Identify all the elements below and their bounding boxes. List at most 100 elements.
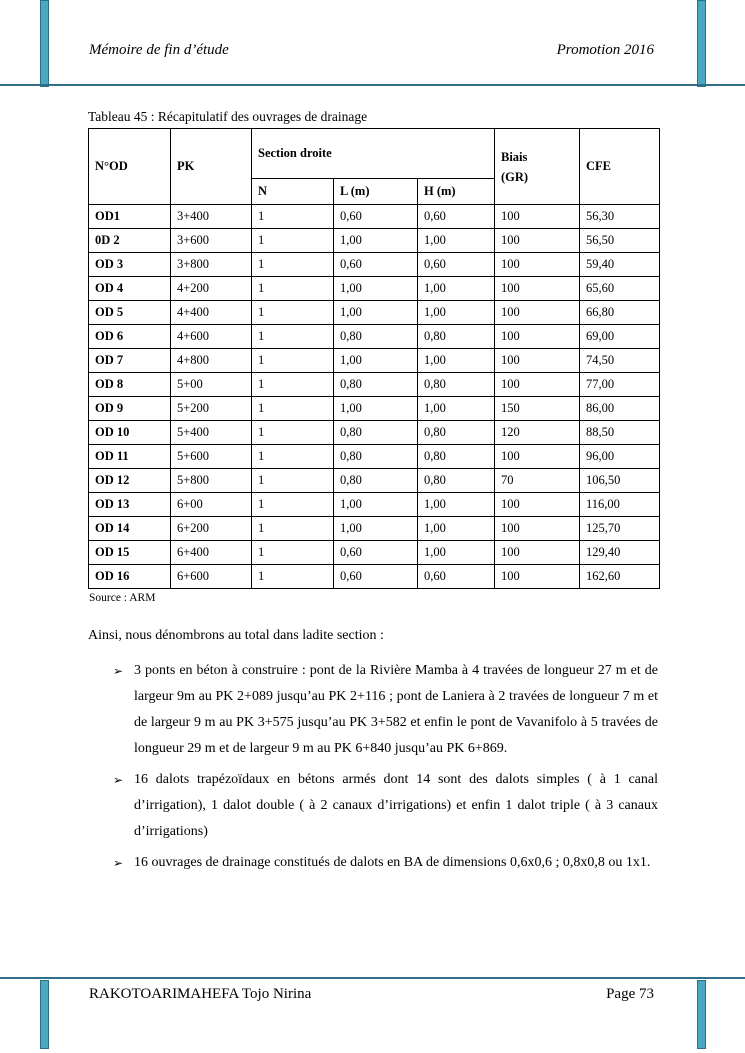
cell-nod: OD 14: [88, 516, 171, 541]
footer-author: RAKOTOARIMAHEFA Tojo Nirina: [89, 986, 312, 1002]
page-header: Mémoire de fin d’étude Promotion 2016: [89, 42, 654, 59]
cell-h: 1,00: [417, 276, 495, 301]
table-row: OD 11 5+600 1 0,80 0,80 100 96,00: [88, 444, 660, 469]
cell-n: 1: [251, 276, 334, 301]
cell-h: 0,80: [417, 444, 495, 469]
cell-l: 0,60: [333, 564, 418, 589]
cell-biais: 100: [494, 252, 580, 277]
cell-cfe: 106,50: [579, 468, 660, 493]
cell-l: 1,00: [333, 276, 418, 301]
cell-pk: 4+600: [170, 324, 252, 349]
cell-n: 1: [251, 516, 334, 541]
cell-pk: 3+800: [170, 252, 252, 277]
cell-n: 1: [251, 252, 334, 277]
cell-pk: 6+400: [170, 540, 252, 565]
cell-nod: OD 10: [88, 420, 171, 445]
cell-pk: 5+400: [170, 420, 252, 445]
cell-n: 1: [251, 396, 334, 421]
cell-h: 0,80: [417, 372, 495, 397]
cell-h: 0,80: [417, 324, 495, 349]
cell-biais: 100: [494, 324, 580, 349]
cell-nod: OD 6: [88, 324, 171, 349]
drainage-table: N°OD PK Section droite Biais (GR) CFE N …: [88, 128, 660, 589]
cell-biais: 70: [494, 468, 580, 493]
cell-biais: 100: [494, 204, 580, 229]
accent-bar-top-left: [40, 0, 49, 87]
cell-biais: 100: [494, 444, 580, 469]
cell-nod: OD 12: [88, 468, 171, 493]
cell-pk: 3+400: [170, 204, 252, 229]
cell-l: 0,80: [333, 420, 418, 445]
cell-pk: 5+600: [170, 444, 252, 469]
cell-l: 1,00: [333, 516, 418, 541]
cell-nod: OD 7: [88, 348, 171, 373]
cell-n: 1: [251, 348, 334, 373]
cell-h: 1,00: [417, 540, 495, 565]
cell-biais: 100: [494, 540, 580, 565]
cell-h: 1,00: [417, 228, 495, 253]
cell-l: 0,80: [333, 372, 418, 397]
table-row: OD 15 6+400 1 0,60 1,00 100 129,40: [88, 540, 660, 565]
arrow-bullet-icon: ➢: [113, 856, 124, 870]
cell-l: 0,80: [333, 324, 418, 349]
table-row: OD 4 4+200 1 1,00 1,00 100 65,60: [88, 276, 660, 301]
table-body: OD1 3+400 1 0,60 0,60 100 56,30 0D 2 3+6…: [88, 204, 660, 589]
cell-biais: 100: [494, 276, 580, 301]
cell-pk: 4+200: [170, 276, 252, 301]
cell-nod: OD 8: [88, 372, 171, 397]
cell-l: 1,00: [333, 300, 418, 325]
arrow-bullet-icon: ➢: [113, 664, 124, 678]
cell-biais: 100: [494, 300, 580, 325]
cell-nod: OD 11: [88, 444, 171, 469]
table-row: OD 3 3+800 1 0,60 0,60 100 59,40: [88, 252, 660, 277]
cell-pk: 6+200: [170, 516, 252, 541]
cell-l: 1,00: [333, 228, 418, 253]
cell-h: 1,00: [417, 396, 495, 421]
cell-nod: OD1: [88, 204, 171, 229]
page-footer: RAKOTOARIMAHEFA Tojo Nirina Page 73: [89, 986, 654, 1003]
cell-n: 1: [251, 540, 334, 565]
cell-cfe: 125,70: [579, 516, 660, 541]
intro-paragraph: Ainsi, nous dénombrons au total dans lad…: [88, 628, 384, 643]
list-item: ➢ 3 ponts en béton à construire : pont d…: [113, 658, 658, 762]
cell-n: 1: [251, 204, 334, 229]
col-header-h: H (m): [417, 178, 495, 205]
table-row: OD 16 6+600 1 0,60 0,60 100 162,60: [88, 564, 660, 589]
cell-l: 0,60: [333, 540, 418, 565]
col-header-cfe: CFE: [579, 128, 660, 205]
cell-l: 0,60: [333, 252, 418, 277]
cell-l: 1,00: [333, 396, 418, 421]
cell-cfe: 162,60: [579, 564, 660, 589]
cell-cfe: 77,00: [579, 372, 660, 397]
cell-n: 1: [251, 420, 334, 445]
accent-bar-top-right: [697, 0, 706, 87]
cell-cfe: 129,40: [579, 540, 660, 565]
table-header: N°OD PK Section droite Biais (GR) CFE N …: [88, 128, 660, 205]
cell-nod: 0D 2: [88, 228, 171, 253]
cell-cfe: 86,00: [579, 396, 660, 421]
table-row: OD 13 6+00 1 1,00 1,00 100 116,00: [88, 492, 660, 517]
col-header-nod: N°OD: [88, 128, 171, 205]
cell-h: 0,80: [417, 420, 495, 445]
cell-biais: 100: [494, 372, 580, 397]
cell-cfe: 88,50: [579, 420, 660, 445]
table-row: OD 9 5+200 1 1,00 1,00 150 86,00: [88, 396, 660, 421]
accent-bar-bottom-left: [40, 980, 49, 1049]
cell-biais: 120: [494, 420, 580, 445]
cell-nod: OD 4: [88, 276, 171, 301]
cell-cfe: 56,50: [579, 228, 660, 253]
cell-pk: 6+600: [170, 564, 252, 589]
cell-nod: OD 3: [88, 252, 171, 277]
header-rule: [0, 84, 745, 86]
cell-pk: 5+200: [170, 396, 252, 421]
cell-cfe: 66,80: [579, 300, 660, 325]
cell-n: 1: [251, 228, 334, 253]
cell-n: 1: [251, 300, 334, 325]
cell-biais: 100: [494, 228, 580, 253]
table-row: OD 12 5+800 1 0,80 0,80 70 106,50: [88, 468, 660, 493]
table-row: OD 7 4+800 1 1,00 1,00 100 74,50: [88, 348, 660, 373]
cell-nod: OD 5: [88, 300, 171, 325]
cell-h: 1,00: [417, 516, 495, 541]
cell-h: 1,00: [417, 492, 495, 517]
cell-pk: 3+600: [170, 228, 252, 253]
